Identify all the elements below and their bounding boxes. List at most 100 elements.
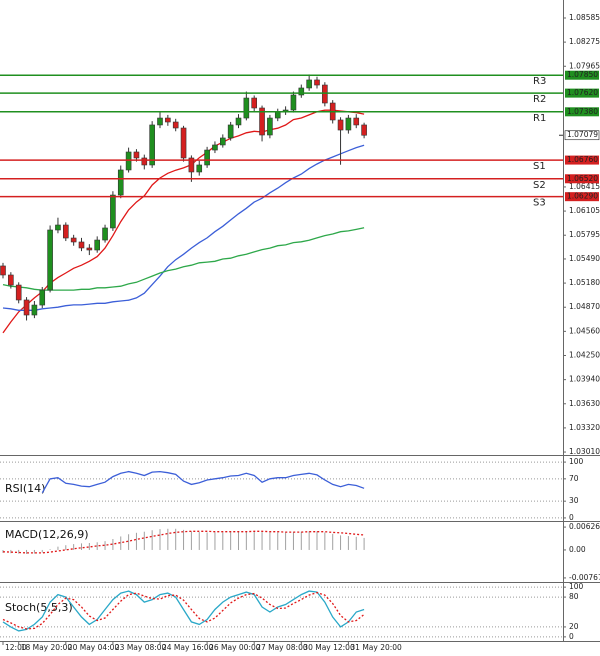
y-tick-label: 1.08585 [569,13,600,22]
level-name: R3 [533,76,546,87]
level-label: 1.07620 [567,88,598,97]
y-tick-label: -0.007675 [569,573,600,582]
candle-body [322,84,328,104]
level-label: 1.07380 [567,107,598,116]
candle-body [204,149,210,166]
candle-body [306,79,312,89]
panel-title: Stoch(5,5,3) [5,601,73,614]
candle-body [0,265,6,276]
y-tick-label: 1.08275 [569,37,600,46]
candle-body [133,151,140,159]
y-tick-label: 1.07965 [569,61,600,70]
x-tick-label: 30 May 12:00 [303,643,355,652]
y-tick-label: 80 [569,592,579,601]
candle-body [314,79,320,86]
level-name: S1 [533,161,546,172]
y-tick-label: 30 [569,496,579,505]
line-series [2,591,365,630]
line-series [2,530,365,554]
x-tick-label: 18 May 20:00 [21,643,73,652]
y-tick-label: 1.03320 [569,423,600,432]
y-tick-label: 0 [569,513,574,522]
level-label: 1.06760 [567,155,598,164]
x-tick-label: 26 May 00:00 [209,643,261,652]
candle-body [298,87,305,96]
line-series [2,109,365,334]
candle-body [361,124,367,136]
candle-body [267,117,273,136]
candle-body [337,119,344,131]
candle-body [8,274,14,286]
candle-body [243,97,250,119]
y-tick-label: 0.006268 [569,522,600,531]
x-tick-label: 27 May 08:00 [256,643,308,652]
y-tick-label: 1.03010 [569,447,600,456]
level-name: S2 [533,180,546,191]
candle-body [31,304,38,316]
level-name: S3 [533,198,546,209]
panel-title: RSI(14) [5,482,45,495]
y-tick-label: 1.03630 [569,399,600,408]
level-label-box [565,155,599,165]
candle-body [165,117,171,123]
price-label: 1.07079 [567,130,598,139]
candle-body [70,237,77,243]
level-label-box [565,107,599,117]
x-tick-label: 24 May 16:00 [162,643,214,652]
y-tick-label: 1.04250 [569,350,600,359]
y-tick-label: 1.05180 [569,278,600,287]
candle-body [172,121,179,129]
candle-body [102,227,108,241]
x-tick-label: 20 May 04:00 [68,643,120,652]
candle-body [110,194,116,229]
candle-body [78,241,85,249]
candle-body [220,137,226,146]
candle-body [141,157,148,166]
candle-body [290,94,297,111]
level-label-box [565,174,599,184]
candle-body [251,97,257,109]
y-tick-label: 1.05490 [569,254,600,263]
y-tick-label: 0.00 [569,545,586,554]
y-tick-label: 1.04560 [569,326,600,335]
y-tick-label: 0 [569,632,574,641]
level-label: 1.07850 [567,70,598,79]
candle-body [157,117,163,126]
x-tick-label: 31 May 20:00 [350,643,402,652]
y-tick-label: 20 [569,622,579,631]
candle-body [23,299,30,316]
level-name: R2 [533,94,546,105]
candle-body [15,284,22,301]
y-tick-label: 100 [569,457,584,466]
y-tick-label: 70 [569,474,579,483]
candle-body [227,124,234,139]
candle-body [86,247,93,251]
candle-body [39,289,46,306]
candle-body [47,229,53,291]
candle-body [274,111,281,119]
candle-body [149,124,155,166]
candle-body [188,157,195,173]
candle-body [55,224,61,231]
candle-body [345,117,352,131]
y-tick-label: 1.06105 [569,206,600,215]
line-series [2,590,365,632]
level-label-box [565,70,599,80]
y-tick-label: 1.04870 [569,302,600,311]
y-tick-label: 1.06415 [569,182,600,191]
x-tick-label: 23 May 08:00 [115,643,167,652]
price-label-box [564,130,600,141]
line-series [41,470,365,494]
x-tick-label: 12:00 [5,643,27,652]
candle-body [259,107,265,136]
level-label-box [565,192,599,202]
line-series [2,144,365,311]
candle-body [212,144,218,151]
candle-body [353,117,360,126]
line-series [2,227,365,291]
candle-body [125,151,132,171]
level-label-box [565,88,599,98]
